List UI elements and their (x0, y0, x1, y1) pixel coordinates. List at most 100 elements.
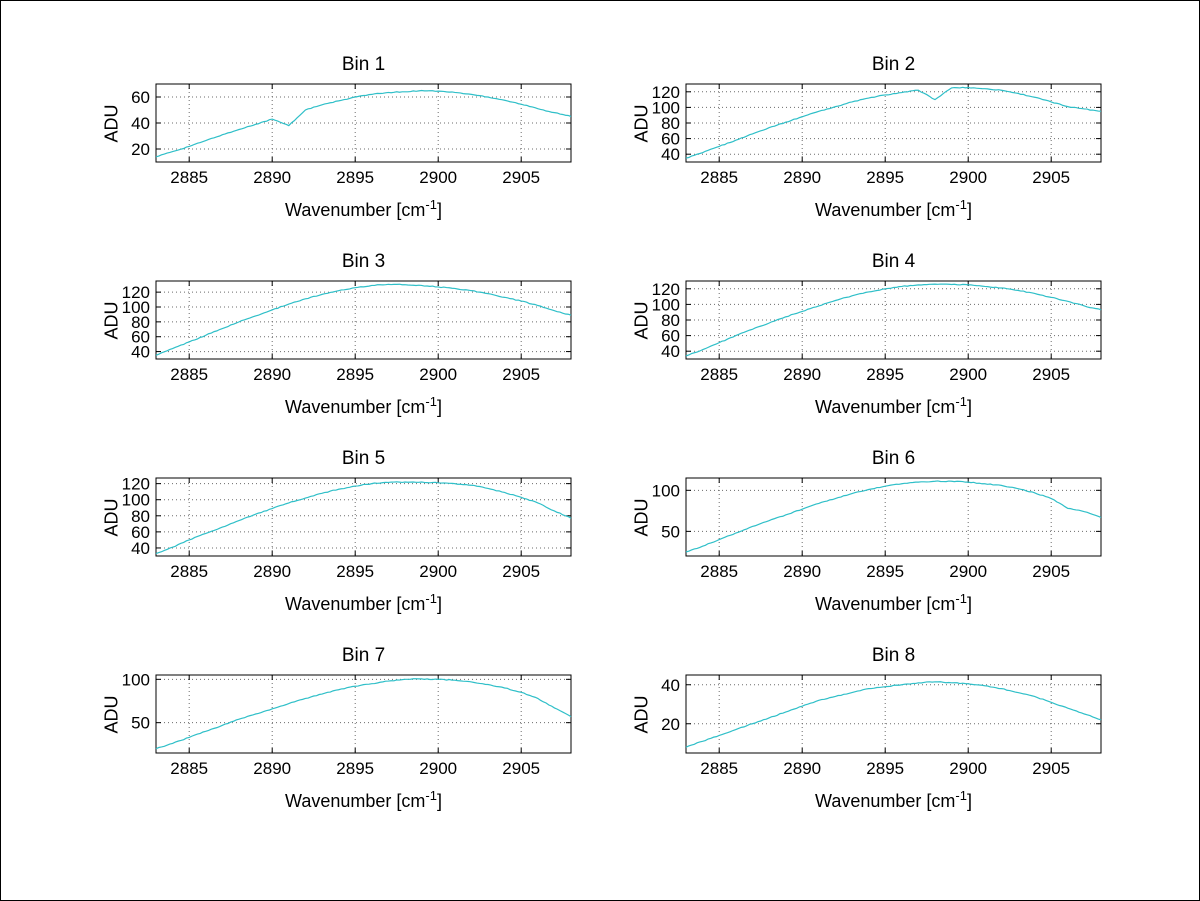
svg-text:2885: 2885 (700, 168, 738, 187)
x-axis-label-text: Wavenumber [cm (815, 594, 956, 614)
svg-text:2900: 2900 (419, 365, 457, 384)
plot-area: 2885 2890 2895 2900 2905 50 100 (122, 672, 572, 778)
x-axis-label-exponent: -1 (955, 591, 967, 606)
svg-text:100: 100 (122, 298, 150, 317)
subplot-title: Bin 7 (341, 645, 386, 666)
svg-text:60: 60 (661, 130, 680, 149)
svg-text:40: 40 (131, 114, 150, 133)
y-axis-label: ADU (631, 104, 652, 143)
svg-text:2885: 2885 (700, 562, 738, 581)
svg-text:80: 80 (131, 507, 150, 526)
x-axis-label-exponent: -1 (955, 788, 967, 803)
svg-text:40: 40 (661, 145, 680, 164)
svg-text:40: 40 (661, 676, 680, 695)
x-axis-label: Wavenumber [cm-1] (686, 788, 1101, 812)
svg-text:60: 60 (131, 88, 150, 107)
subplot-title: Bin 4 (871, 251, 916, 272)
subplot-bin-4: Bin 4 ADU 2885 2890 2895 2900 2905 40 60 80 100 1… (626, 246, 1116, 442)
x-axis-label-bracket: ] (436, 791, 442, 811)
svg-text:2900: 2900 (949, 562, 987, 581)
svg-text:100: 100 (652, 481, 680, 500)
svg-text:40: 40 (131, 343, 150, 362)
svg-text:2900: 2900 (949, 759, 987, 778)
svg-text:2890: 2890 (253, 759, 291, 778)
svg-text:2895: 2895 (336, 562, 374, 581)
subplot-bin-7: Bin 7 ADU 2885 2890 2895 2900 2905 50 100 Wave… (96, 640, 586, 836)
svg-text:120: 120 (122, 283, 150, 302)
x-axis-label-exponent: -1 (955, 394, 967, 409)
plot-area: 2885 2890 2895 2900 2905 20 40 (661, 674, 1102, 778)
svg-text:2890: 2890 (783, 168, 821, 187)
x-axis-label-text: Wavenumber [cm (285, 397, 426, 417)
svg-text:100: 100 (122, 672, 150, 689)
x-axis-label: Wavenumber [cm-1] (156, 394, 571, 418)
svg-text:2895: 2895 (866, 759, 904, 778)
x-axis-label-bracket: ] (436, 397, 442, 417)
y-axis-label: ADU (101, 695, 122, 734)
x-axis-label-bracket: ] (966, 200, 972, 220)
x-axis-label-exponent: -1 (425, 197, 437, 212)
svg-text:80: 80 (661, 311, 680, 330)
svg-text:2890: 2890 (253, 562, 291, 581)
svg-text:100: 100 (652, 295, 680, 314)
svg-text:2895: 2895 (866, 562, 904, 581)
x-axis-label-exponent: -1 (955, 197, 967, 212)
svg-text:60: 60 (131, 328, 150, 347)
svg-text:2890: 2890 (783, 759, 821, 778)
x-axis-label-bracket: ] (966, 594, 972, 614)
svg-text:2895: 2895 (336, 365, 374, 384)
svg-text:2885: 2885 (170, 365, 208, 384)
svg-text:2895: 2895 (336, 759, 374, 778)
x-axis-label-exponent: -1 (425, 788, 437, 803)
x-axis-label-text: Wavenumber [cm (285, 200, 426, 220)
svg-text:2905: 2905 (502, 365, 540, 384)
plot-area: 2885 2890 2895 2900 2905 50 100 (652, 477, 1102, 581)
svg-text:2905: 2905 (502, 562, 540, 581)
subplot-title: Bin 5 (341, 448, 386, 469)
svg-text:2905: 2905 (1032, 562, 1070, 581)
svg-text:60: 60 (661, 327, 680, 346)
x-axis-label: Wavenumber [cm-1] (686, 197, 1101, 221)
x-axis-label-text: Wavenumber [cm (815, 791, 956, 811)
svg-text:2895: 2895 (866, 168, 904, 187)
x-axis-label-bracket: ] (966, 791, 972, 811)
svg-text:120: 120 (652, 280, 680, 299)
x-axis-label: Wavenumber [cm-1] (686, 394, 1101, 418)
svg-text:2895: 2895 (336, 168, 374, 187)
x-axis-label-bracket: ] (436, 200, 442, 220)
svg-text:2905: 2905 (502, 759, 540, 778)
svg-text:100: 100 (652, 98, 680, 117)
x-axis-label-text: Wavenumber [cm (815, 397, 956, 417)
svg-text:2905: 2905 (1032, 759, 1070, 778)
svg-text:2885: 2885 (700, 759, 738, 778)
svg-text:2890: 2890 (253, 365, 291, 384)
svg-text:2900: 2900 (419, 562, 457, 581)
svg-text:2895: 2895 (866, 365, 904, 384)
x-axis-label: Wavenumber [cm-1] (156, 591, 571, 615)
svg-text:50: 50 (131, 714, 150, 733)
svg-text:2900: 2900 (419, 168, 457, 187)
svg-text:2885: 2885 (170, 562, 208, 581)
x-axis-label-text: Wavenumber [cm (815, 200, 956, 220)
subplot-bin-6: Bin 6 ADU 2885 2890 2895 2900 2905 50 100 Wave… (626, 443, 1116, 639)
svg-text:120: 120 (652, 83, 680, 102)
x-axis-label-text: Wavenumber [cm (285, 594, 426, 614)
svg-text:2900: 2900 (949, 365, 987, 384)
x-axis-label: Wavenumber [cm-1] (686, 591, 1101, 615)
svg-text:20: 20 (661, 715, 680, 734)
svg-text:80: 80 (661, 114, 680, 133)
svg-text:120: 120 (122, 475, 150, 494)
x-axis-label: Wavenumber [cm-1] (156, 197, 571, 221)
svg-text:2900: 2900 (949, 168, 987, 187)
y-axis-label: ADU (101, 301, 122, 340)
svg-text:2890: 2890 (253, 168, 291, 187)
svg-text:2890: 2890 (783, 562, 821, 581)
svg-text:60: 60 (131, 523, 150, 542)
subplot-title: Bin 6 (871, 448, 916, 469)
x-axis-label-exponent: -1 (425, 394, 437, 409)
y-axis-label: ADU (101, 104, 122, 143)
plot-area: 2885 2890 2895 2900 2905 20 40 60 (131, 83, 572, 187)
